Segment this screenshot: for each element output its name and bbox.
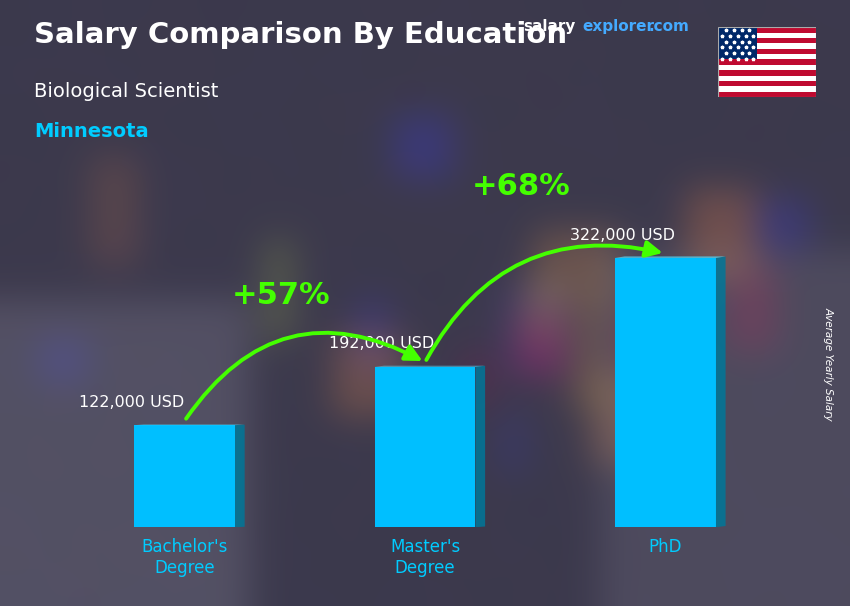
Text: +68%: +68% bbox=[472, 172, 570, 201]
Bar bbox=[718, 59, 816, 65]
Bar bbox=[718, 27, 816, 33]
Polygon shape bbox=[375, 366, 485, 367]
Bar bbox=[718, 48, 816, 54]
Bar bbox=[718, 86, 816, 92]
Bar bbox=[718, 44, 816, 48]
Text: 122,000 USD: 122,000 USD bbox=[79, 395, 184, 410]
Bar bbox=[718, 92, 816, 97]
Bar bbox=[718, 38, 816, 44]
Bar bbox=[134, 425, 235, 527]
Text: explorer: explorer bbox=[582, 19, 654, 35]
Bar bbox=[718, 54, 816, 59]
Bar bbox=[718, 76, 816, 81]
Text: Biological Scientist: Biological Scientist bbox=[34, 82, 218, 101]
Text: .com: .com bbox=[649, 19, 689, 35]
Bar bbox=[718, 65, 816, 70]
Polygon shape bbox=[716, 256, 726, 527]
Text: salary: salary bbox=[523, 19, 575, 35]
Text: +57%: +57% bbox=[231, 281, 330, 310]
Bar bbox=[718, 81, 816, 86]
Polygon shape bbox=[235, 425, 245, 527]
Text: Minnesota: Minnesota bbox=[34, 122, 149, 141]
Text: 192,000 USD: 192,000 USD bbox=[329, 336, 434, 351]
Text: 322,000 USD: 322,000 USD bbox=[570, 228, 675, 242]
Bar bbox=[718, 27, 757, 59]
Bar bbox=[718, 70, 816, 76]
Text: Average Yearly Salary: Average Yearly Salary bbox=[824, 307, 834, 421]
Bar bbox=[375, 367, 475, 527]
Text: Salary Comparison By Education: Salary Comparison By Education bbox=[34, 21, 567, 49]
Bar bbox=[615, 258, 716, 527]
Polygon shape bbox=[615, 256, 726, 258]
Polygon shape bbox=[475, 366, 485, 527]
Bar bbox=[718, 33, 816, 38]
